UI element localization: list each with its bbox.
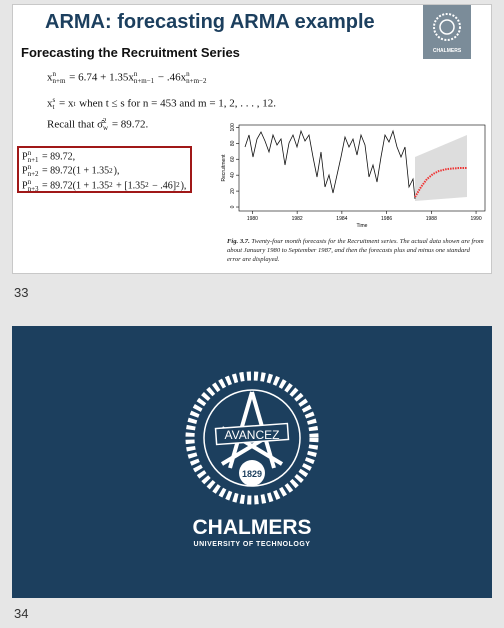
x-axis-label: Time [357,223,368,229]
eq-sub: w [103,124,109,132]
eq-sup: n [186,70,190,78]
y-tick-label: 40 [230,172,236,178]
emblem: AVANCEZ 1829 [185,371,319,505]
eq-script: n n+3 [27,177,39,193]
logo-text: CHALMERS [433,48,462,54]
x-tick-label: 1988 [426,216,437,222]
eq-text: ), [113,165,120,177]
eq-sub: t [73,99,76,108]
y-tick-label: 60 [230,156,236,162]
slide-number: 34 [14,606,29,621]
eq-sup: n [52,70,57,78]
y-tick-label: 80 [230,140,236,146]
slide-34[interactable]: AVANCEZ 1829 CHALMERS UNIVERSITY OF TECH… [12,326,492,598]
slide-number: 33 [14,285,29,300]
plot-frame [238,124,486,212]
eq-text: − .46] [149,179,177,191]
eq-sup: n [27,149,32,157]
eq-script: 2 [176,182,180,189]
eq-script: n n+1 [28,150,39,164]
eq-text: P [22,165,28,177]
eq-text: + [1.35 [113,179,146,191]
y-tick-label: 0 [230,205,236,208]
eq-sub: n+m−1 [133,77,155,85]
eq-script: n n+m−2 [186,71,206,85]
eq-text: = 6.74 + 1.35x [66,71,134,84]
eq-text: P [22,179,28,191]
eq-text: when t ≤ s for n = 453 and m = 1, 2, . .… [76,97,277,110]
slide-title: ARMA: forecasting ARMA example [45,11,375,33]
slide-subtitle: Forecasting the Recruitment Series [21,45,240,60]
eq-sup: 2 [145,181,149,190]
tagline: UNIVERSITY OF TECHNOLOGY [193,541,311,548]
caption: Fig. 3.7. Twenty-four month forecasts fo… [227,237,485,264]
slide-33[interactable]: ARMA: forecasting ARMA example CHALMERS … [12,4,492,274]
equation: Recall that σ̂ 2 w = 89.72. [47,118,148,132]
x-tick-label: 1990 [470,216,481,222]
data-line [244,129,416,200]
eq-script: 2 [145,182,149,189]
x-tick-label: 1982 [292,216,303,222]
caption-text: Twenty-four month forecasts for the Recr… [227,238,484,263]
eq-script: t [73,99,76,108]
eq-sup: 2 [103,117,107,125]
eq-sup: n [27,163,32,172]
eq-sub: n+m−2 [186,77,207,85]
eq-sup: 2 [176,181,180,190]
eq-sup: n [133,70,138,78]
eq-sup: 2 [109,181,113,190]
y-tick-label: 20 [230,188,236,194]
y-tick-label: 100 [230,123,236,132]
eq-script: n n+m−1 [134,71,154,85]
brand: CHALMERS [192,516,312,539]
eq-text: ), [180,179,187,191]
eq-script: n n+2 [28,164,39,178]
eq-text: P [22,151,28,163]
forecast-points [414,167,467,198]
motto: AVANCEZ [225,428,280,442]
eq-text: − .46x [155,71,187,84]
x-tick-label: 1980 [247,216,258,222]
eq-script: 2 [109,166,113,175]
eq-text: x [47,97,53,110]
eq-sub: n+2 [27,170,39,179]
equation: x n n+m = 6.74 + 1.35x n n+m−1 − .46x n n+m−2 [47,71,207,85]
caption-label: Fig. 3.7. [227,238,250,245]
logo-emblem: CHALMERS [433,13,462,54]
year: 1829 [242,469,262,479]
eq-sup: n [27,177,32,186]
x-tick-label: 1986 [381,216,392,222]
eq-script: 2 [109,182,113,189]
eq-sub: n+m [52,77,66,85]
plot: 0 20 40 60 80 100 1980 1982 1984 1986 1988 1990 Time… [221,123,486,229]
eq-sub: t [52,103,55,111]
eq-text: = 89.72. [109,118,149,131]
y-axis-label: Recruitment [221,154,227,182]
eq-text: Recall that σ̂ [47,118,104,131]
eq-text: x [47,71,53,84]
logo: CHALMERS [423,5,471,59]
eq-text: = x [56,97,74,110]
eq-sup: 2 [109,166,113,175]
eq-text: = 89.72, [39,151,76,163]
error-band [415,135,467,201]
eq-sub: n+3 [27,184,39,193]
eq-text: = 89.72(1 + 1.35 [39,165,110,177]
eq-text: = 89.72(1 + 1.35 [39,179,110,191]
eq-sup: s [52,96,56,104]
eq-sub: n+1 [27,156,39,164]
x-tick-label: 1984 [336,216,347,222]
eq-script: n n+m [53,71,66,85]
